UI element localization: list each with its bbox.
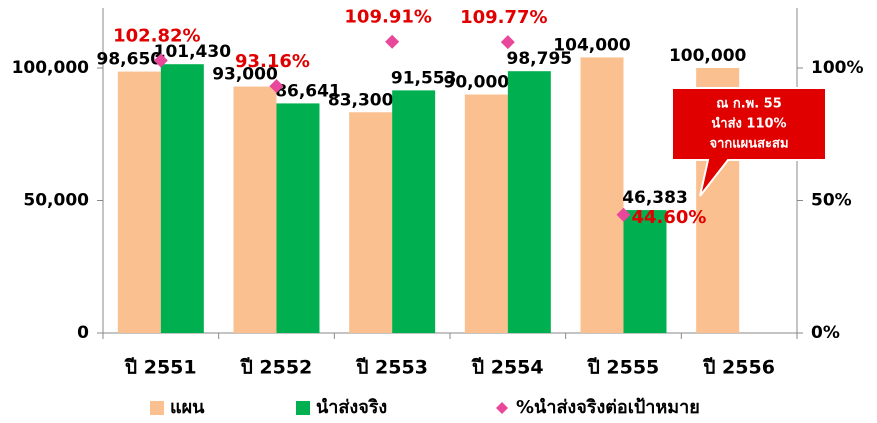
percent-marker	[153, 53, 168, 68]
bar	[507, 71, 551, 334]
bar	[580, 57, 624, 334]
percent-label: 109.91%	[344, 7, 432, 28]
bar-value-label: 86,641	[275, 81, 341, 101]
bar	[349, 112, 393, 333]
legend-marker	[496, 402, 508, 414]
bar-value-label: 98,650	[97, 50, 163, 70]
x-tick-label: ปี 2556	[703, 357, 775, 379]
y2-tick-label: 50%	[811, 191, 852, 211]
bar	[623, 210, 667, 333]
x-tick-label: ปี 2552	[240, 357, 312, 379]
bar	[233, 86, 277, 333]
x-tick-label: ปี 2555	[587, 357, 659, 379]
legend-label: นำส่งจริง	[316, 397, 387, 418]
x-tick-label: ปี 2553	[356, 357, 428, 379]
bar	[160, 64, 204, 333]
bar-value-label: 98,795	[507, 49, 573, 69]
bar-value-label: 91,553	[391, 68, 457, 88]
bar	[464, 94, 508, 333]
annotation-line: จากแผนสะสม	[709, 137, 788, 152]
percent-label: 44.60%	[632, 207, 707, 228]
bar-value-label: 100,000	[669, 46, 747, 66]
y2-tick-label: 0%	[811, 323, 840, 343]
bar-value-label: 90,000	[444, 73, 510, 93]
x-tick-label: ปี 2551	[124, 357, 196, 379]
bar-value-label: 83,300	[328, 90, 394, 110]
annotation-line: นำส่ง 110%	[711, 116, 786, 132]
x-tick-label: ปี 2554	[471, 357, 543, 379]
bar-value-label: 101,430	[154, 42, 232, 62]
y-tick-label: 50,000	[23, 191, 89, 211]
percent-marker	[269, 79, 284, 94]
callout-box	[671, 87, 827, 197]
y2-tick-label: 100%	[811, 58, 864, 78]
bar-value-label: 104,000	[553, 35, 631, 55]
annotation: ณ ก.พ. 55 นำส่ง 110% จากแผนสะสม	[671, 87, 827, 197]
y-tick-label: 100,000	[12, 58, 90, 78]
percent-marker	[385, 34, 400, 49]
legend-label: แผน	[170, 397, 205, 418]
percent-label: 102.82%	[113, 26, 201, 47]
percent-marker	[500, 35, 515, 50]
bar	[276, 103, 320, 333]
bar	[392, 90, 436, 333]
legend-swatch	[150, 401, 164, 415]
legend-swatch	[296, 401, 310, 415]
percent-label: 109.77%	[460, 7, 548, 28]
percent-label: 93.16%	[235, 51, 310, 72]
bar	[117, 71, 161, 333]
legend-label: %นำส่งจริงต่อเป้าหมาย	[516, 397, 700, 418]
bar-value-label: 46,383	[622, 188, 688, 208]
annotation-line: ณ ก.พ. 55	[716, 97, 782, 112]
percent-marker	[616, 207, 631, 222]
y-tick-label: 0	[77, 323, 89, 343]
bar-value-label: 93,000	[212, 65, 278, 85]
